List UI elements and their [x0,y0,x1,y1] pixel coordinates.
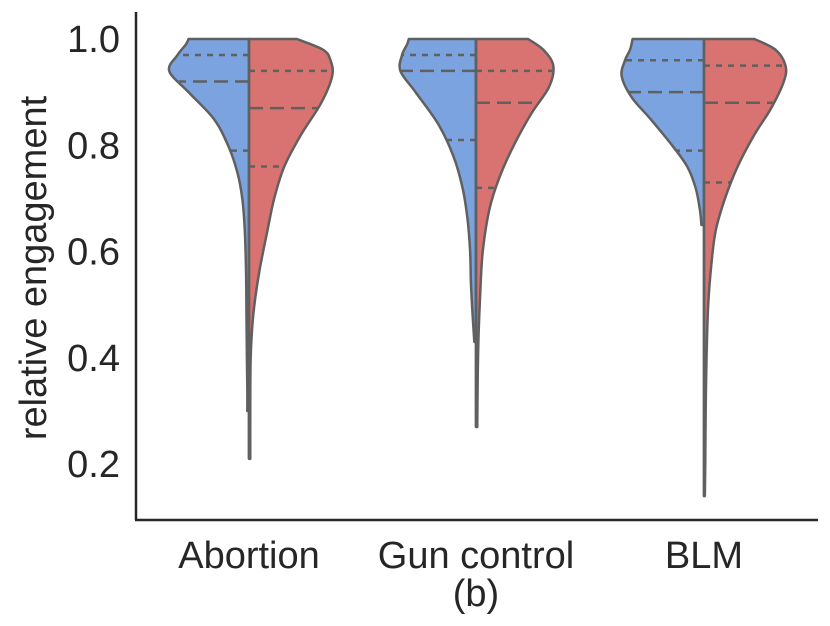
x-tick-label-blm: BLM [665,535,743,577]
violin-gun-control [398,37,555,429]
violin-abortion-left-half [167,37,251,413]
x-tick-label-gun-control: Gun control [378,535,574,577]
y-tick-label: 0.8 [67,125,120,167]
violin-abortion-right-half [247,37,335,461]
y-tick-label: 0.4 [67,338,120,380]
y-axis-title: relative engagement [13,95,55,440]
violin-abortion [167,37,335,461]
violin-blm [620,37,788,498]
x-tick-labels: Abortion Gun control BLM [178,535,743,577]
y-tick-labels: 0.2 0.4 0.6 0.8 1.0 [67,19,120,486]
y-tick-label: 1.0 [67,19,120,61]
figure-caption: (b) [453,573,499,615]
y-tick-label: 0.6 [67,232,120,274]
axes [134,12,818,522]
violin-gun-control-right-half [474,37,555,429]
y-tick-label: 0.2 [67,444,120,486]
plot-area [167,37,788,498]
violin-blm-right-half [702,37,788,498]
violin-blm-left-half [620,37,706,227]
x-tick-label-abortion: Abortion [178,535,320,577]
violin-gun-control-left-half [398,37,478,344]
